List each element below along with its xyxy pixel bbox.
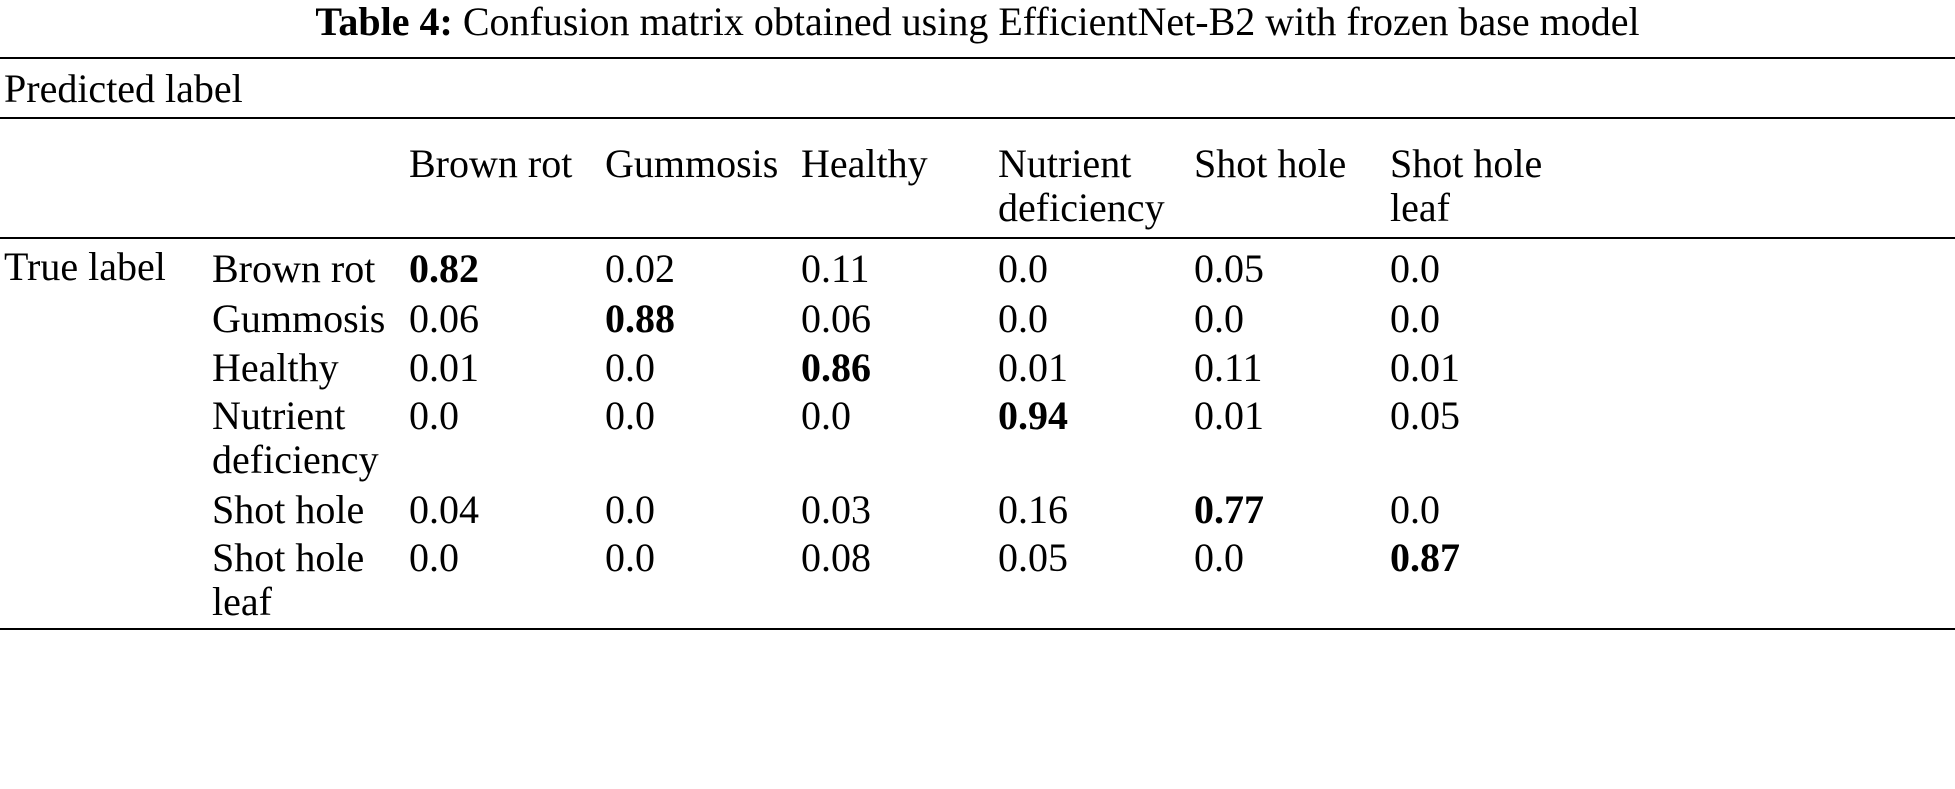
header-rule	[0, 237, 1955, 239]
column-header-line: Brown rot	[409, 141, 573, 186]
bottom-rule	[0, 628, 1955, 630]
column-header: Shot hole	[1194, 137, 1346, 191]
row-label-line: Gummosis	[212, 296, 386, 341]
matrix-cell: 0.01	[409, 345, 479, 390]
row-label-line: Shot hole	[212, 487, 365, 532]
top-rule	[0, 57, 1955, 59]
matrix-cell-diagonal: 0.87	[1390, 535, 1460, 580]
predicted-label-header: Predicted label	[4, 66, 243, 111]
column-header: Gummosis	[605, 137, 778, 191]
matrix-cell: 0.0	[409, 393, 459, 438]
column-header-line: leaf	[1390, 185, 1450, 230]
matrix-cell: 0.0	[998, 246, 1048, 291]
matrix-cell: 0.01	[998, 345, 1068, 390]
matrix-cell: 0.0	[801, 393, 851, 438]
column-header: Healthy	[801, 137, 928, 191]
column-header-line: deficiency	[998, 185, 1165, 230]
matrix-cell: 0.01	[1194, 393, 1264, 438]
row-label-line: leaf	[212, 579, 272, 624]
column-header-line: Shot hole	[1390, 141, 1543, 186]
table-caption: Table 4: Confusion matrix obtained using…	[0, 0, 1955, 58]
matrix-cell: 0.0	[605, 535, 655, 580]
matrix-cell-diagonal: 0.82	[409, 246, 479, 291]
row-label: Brown rot	[212, 242, 375, 296]
column-header-line: Nutrient	[998, 141, 1132, 186]
matrix-cell: 0.06	[801, 296, 871, 341]
matrix-cell: 0.0	[1390, 246, 1440, 291]
matrix-cell-diagonal: 0.86	[801, 345, 871, 390]
matrix-cell: 0.05	[1390, 393, 1460, 438]
matrix-cell: 0.0	[1390, 296, 1440, 341]
matrix-cell: 0.16	[998, 487, 1068, 532]
matrix-cell: 0.11	[1194, 345, 1263, 390]
matrix-cell-diagonal: 0.77	[1194, 487, 1264, 532]
matrix-cell: 0.0	[409, 535, 459, 580]
matrix-cell: 0.04	[409, 487, 479, 532]
column-header-line: Shot hole	[1194, 141, 1347, 186]
matrix-cell: 0.02	[605, 246, 675, 291]
matrix-cell: 0.0	[1194, 535, 1244, 580]
matrix-cell: 0.11	[801, 246, 870, 291]
true-label-header: True label	[4, 244, 166, 289]
column-header: Nutrient deficiency	[998, 137, 1165, 235]
matrix-cell-diagonal: 0.88	[605, 296, 675, 341]
column-header-line: Healthy	[801, 141, 928, 186]
group-header-rule	[0, 117, 1955, 119]
caption-text: Confusion matrix obtained using Efficien…	[462, 0, 1640, 44]
row-label-line: deficiency	[212, 437, 379, 482]
column-header: Shot hole leaf	[1390, 137, 1542, 235]
caption-label: Table 4:	[315, 0, 453, 44]
matrix-cell: 0.0	[605, 345, 655, 390]
matrix-cell: 0.08	[801, 535, 871, 580]
row-label-line: Brown rot	[212, 246, 376, 291]
row-label: Healthy	[212, 341, 339, 395]
row-label: Shot hole leaf	[212, 531, 364, 629]
matrix-cell-diagonal: 0.94	[998, 393, 1068, 438]
row-label: Gummosis	[212, 292, 385, 346]
row-label-line: Healthy	[212, 345, 339, 390]
matrix-cell: 0.0	[605, 393, 655, 438]
matrix-cell: 0.0	[1390, 487, 1440, 532]
matrix-cell: 0.01	[1390, 345, 1460, 390]
matrix-cell: 0.0	[998, 296, 1048, 341]
matrix-cell: 0.0	[605, 487, 655, 532]
row-label: Shot hole	[212, 483, 364, 537]
column-header-line: Gummosis	[605, 141, 779, 186]
row-label-line: Nutrient	[212, 393, 346, 438]
matrix-cell: 0.05	[998, 535, 1068, 580]
matrix-cell: 0.05	[1194, 246, 1264, 291]
column-header: Brown rot	[409, 137, 572, 191]
matrix-cell: 0.06	[409, 296, 479, 341]
matrix-cell: 0.03	[801, 487, 871, 532]
matrix-cell: 0.0	[1194, 296, 1244, 341]
row-label-line: Shot hole	[212, 535, 365, 580]
row-label: Nutrient deficiency	[212, 389, 379, 487]
